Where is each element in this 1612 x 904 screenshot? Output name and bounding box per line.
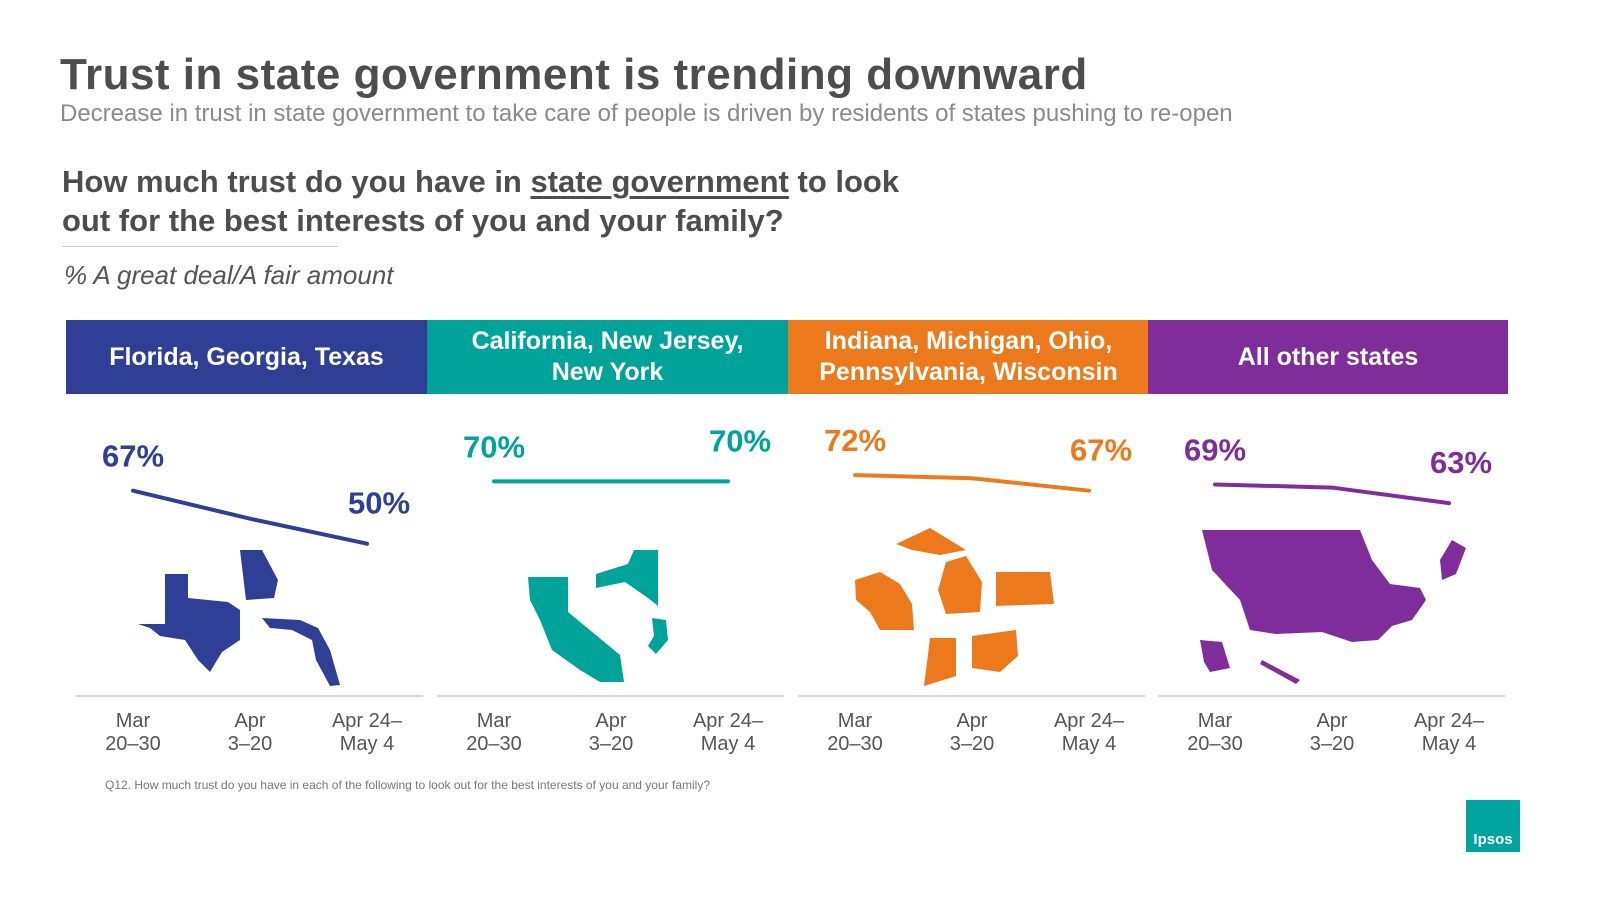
x-tick-label: May 4 (1062, 733, 1116, 755)
x-tick-label: Mar (838, 710, 873, 732)
x-tick-label: Apr 24– (1054, 710, 1125, 732)
value-label: 69% (1184, 432, 1246, 467)
x-tick-label: Apr 24– (1414, 710, 1485, 732)
x-tick-label: May 4 (1422, 733, 1476, 755)
question-text: How much trust do you have in (62, 164, 531, 199)
trend-line (131, 488, 369, 546)
map-icon (138, 550, 340, 686)
divider (62, 246, 338, 247)
panel-header: Indiana, Michigan, Ohio, Pennsylvania, W… (788, 320, 1149, 394)
subtitle: Decrease in trust in state government to… (60, 100, 1233, 127)
panel-header: All other states (1148, 320, 1508, 394)
value-label: 70% (463, 429, 525, 464)
x-tick-label: 3–20 (1310, 733, 1355, 755)
x-tick-label: 3–20 (228, 733, 273, 755)
footnote: Q12. How much trust do you have in each … (105, 778, 710, 792)
value-label: 67% (1070, 433, 1132, 468)
question: How much trust do you have in state gove… (62, 162, 912, 240)
x-tick-label: Apr 24– (693, 710, 764, 732)
question-text: to look out for the best interests of yo… (62, 164, 900, 238)
x-tick-label: Apr (234, 710, 265, 732)
x-tick-label: Apr (595, 710, 626, 732)
map-icon (1200, 530, 1466, 684)
x-tick-label: Mar (116, 710, 151, 732)
x-tick-label: May 4 (340, 733, 394, 755)
title: Trust in state government is trending do… (60, 50, 1088, 99)
logo: Ipsos (1466, 800, 1520, 852)
value-label: 67% (102, 439, 164, 474)
panel-header: California, New Jersey, New York (427, 320, 788, 394)
panel-header: Florida, Georgia, Texas (66, 320, 427, 394)
x-tick-label: Mar (477, 710, 512, 732)
x-tick-label: 20–30 (466, 733, 522, 755)
trend-line (1213, 482, 1451, 506)
value-label: 50% (348, 486, 410, 521)
question-emphasis: state government (530, 164, 789, 199)
value-label: 72% (824, 423, 886, 458)
value-label: 70% (709, 423, 771, 458)
base-note: % A great deal/A fair amount (64, 260, 394, 290)
x-tick-label: May 4 (701, 733, 755, 755)
value-label: 63% (1430, 445, 1492, 480)
x-tick-label: Apr 24– (332, 710, 403, 732)
map-icon (855, 528, 1054, 686)
x-tick-label: Apr (1316, 710, 1347, 732)
x-tick-label: 20–30 (827, 733, 883, 755)
map-icon (528, 550, 668, 682)
x-tick-label: 20–30 (1187, 733, 1243, 755)
trend-line (853, 473, 1091, 493)
x-tick-label: Apr (956, 710, 987, 732)
x-tick-label: 20–30 (105, 733, 161, 755)
x-tick-label: 3–20 (589, 733, 634, 755)
x-tick-label: 3–20 (950, 733, 995, 755)
map-icons (138, 528, 1466, 686)
x-tick-label: Mar (1198, 710, 1233, 732)
